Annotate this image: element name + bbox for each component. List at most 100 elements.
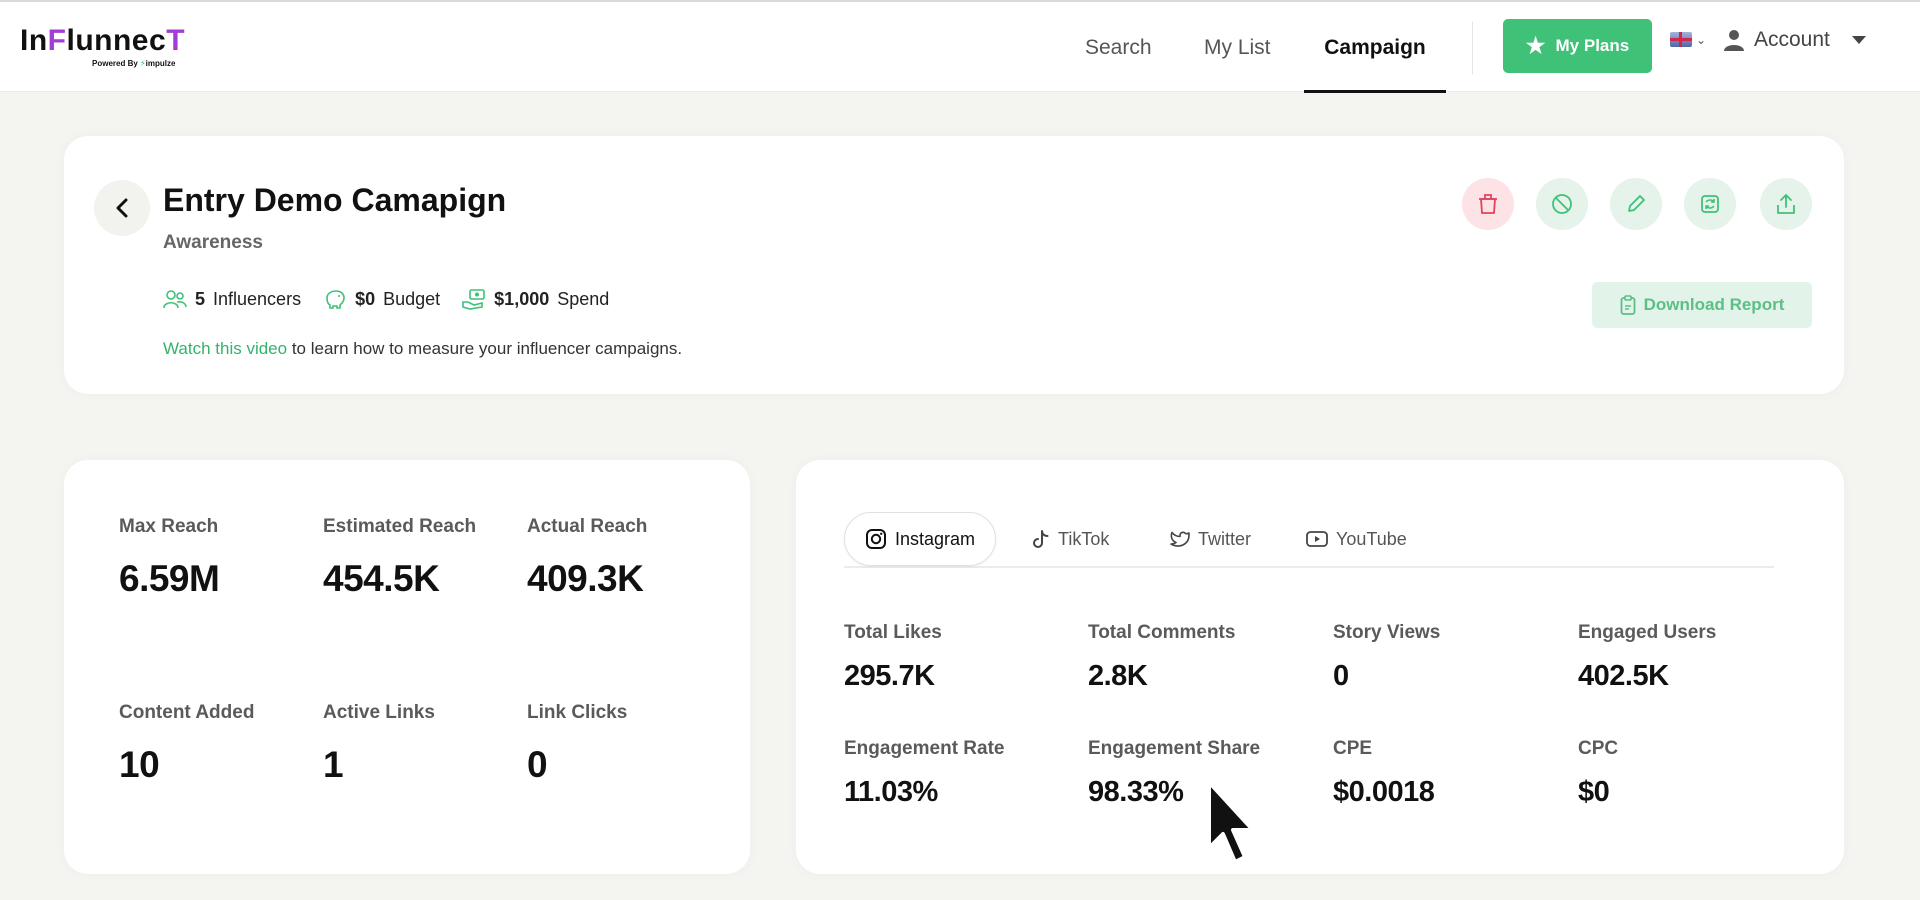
metric-label: Max Reach: [119, 516, 219, 537]
money-hand-icon: [462, 288, 486, 310]
tab-tiktok[interactable]: TikTok: [1012, 512, 1129, 566]
delete-button[interactable]: [1462, 178, 1514, 230]
spend-stat: $1,000 Spend: [462, 288, 609, 310]
campaign-header-card: Entry Demo Camapign Awareness 5 Influenc…: [64, 136, 1844, 394]
metric-engagement-rate: Engagement Rate 11.03%: [844, 738, 1004, 809]
metric-label: Active Links: [323, 702, 435, 723]
metric-actual-reach: Actual Reach 409.3K: [527, 516, 647, 600]
chevron-left-icon: [116, 198, 128, 218]
logo-wordmark: InFlunnecT: [20, 24, 186, 57]
language-selector[interactable]: ⌄: [1670, 32, 1706, 47]
my-plans-label: My Plans: [1555, 36, 1630, 55]
spend-value: $1,000: [494, 288, 550, 309]
metric-label: Engagement Share: [1088, 738, 1261, 759]
metric-label: Story Views: [1333, 622, 1441, 643]
metric-engaged-users: Engaged Users 402.5K: [1578, 622, 1716, 693]
metric-label: Content Added: [119, 702, 255, 723]
refresh-icon: [1701, 195, 1719, 213]
tab-instagram[interactable]: Instagram: [844, 512, 997, 566]
nav-campaign[interactable]: Campaign: [1324, 36, 1426, 59]
budget-stat: $0 Budget: [323, 288, 440, 310]
metric-label: Total Comments: [1088, 622, 1236, 643]
account-label: Account: [1754, 28, 1830, 51]
reach-metrics-card: Max Reach 6.59M Estimated Reach 454.5K A…: [64, 460, 750, 874]
my-plans-button[interactable]: ★ My Plans: [1503, 19, 1652, 73]
metric-label: CPC: [1578, 738, 1619, 759]
trash-icon: [1479, 194, 1497, 214]
campaign-stats: 5 Influencers $0 Budget $1,000 Spend: [163, 288, 631, 310]
metric-content-added: Content Added 10: [119, 702, 254, 786]
metric-value: $0: [1578, 776, 1610, 808]
chevron-down-icon: ⌄: [1696, 32, 1707, 47]
tab-label: TikTok: [1058, 528, 1110, 549]
metric-link-clicks: Link Clicks 0: [527, 702, 627, 786]
metric-label: Total Likes: [844, 622, 942, 643]
clipboard-icon: [1620, 295, 1636, 315]
social-metrics-card: Instagram TikTok Twitter YouTube Total L…: [796, 460, 1844, 874]
metric-value: 0: [1333, 660, 1349, 692]
logo-powered-by: Powered By ⚡impulze: [92, 59, 176, 68]
metric-label: Actual Reach: [527, 516, 648, 537]
metric-value: 454.5K: [323, 558, 440, 599]
influencers-icon: [163, 288, 187, 310]
upload-icon: [1777, 194, 1795, 214]
block-icon: [1552, 194, 1572, 214]
influencers-stat: 5 Influencers: [163, 288, 301, 310]
metric-label: Estimated Reach: [323, 516, 477, 537]
watch-video-link[interactable]: Watch this video: [163, 339, 288, 358]
metric-value: 2.8K: [1088, 660, 1148, 692]
metric-cpe: CPE $0.0018: [1333, 738, 1435, 809]
youtube-icon: [1306, 531, 1328, 547]
piggy-bank-icon: [323, 288, 347, 310]
tab-label: Instagram: [895, 528, 976, 549]
account-menu[interactable]: Account: [1724, 28, 1866, 52]
instagram-icon: [866, 529, 886, 549]
tab-label: Twitter: [1198, 528, 1252, 549]
metric-value: 11.03%: [844, 776, 938, 808]
metric-max-reach: Max Reach 6.59M: [119, 516, 220, 600]
metric-label: Engagement Rate: [844, 738, 1005, 759]
metric-label: Engaged Users: [1578, 622, 1717, 643]
mouse-cursor-icon: [1207, 780, 1255, 864]
download-report-button[interactable]: Download Report: [1592, 282, 1812, 328]
tab-youtube[interactable]: YouTube: [1286, 512, 1427, 566]
back-button[interactable]: [94, 180, 150, 236]
metric-cpc: CPC $0: [1578, 738, 1618, 809]
help-description: to learn how to measure your influencer …: [287, 339, 683, 358]
metric-value: 402.5K: [1578, 660, 1669, 692]
download-report-label: Download Report: [1643, 295, 1785, 314]
budget-value: $0: [355, 288, 376, 309]
tiktok-icon: [1033, 530, 1049, 548]
metric-total-likes: Total Likes 295.7K: [844, 622, 942, 693]
metric-value: 0: [527, 744, 548, 785]
metric-label: Link Clicks: [527, 702, 628, 723]
nav-my-list[interactable]: My List: [1204, 36, 1271, 59]
edit-button[interactable]: [1610, 178, 1662, 230]
share-button[interactable]: [1760, 178, 1812, 230]
metric-value: 1: [323, 744, 344, 785]
metric-story-views: Story Views 0: [1333, 622, 1440, 693]
campaign-title: Entry Demo Camapign: [163, 182, 507, 218]
influencers-count: 5: [195, 288, 206, 309]
metric-total-comments: Total Comments 2.8K: [1088, 622, 1235, 693]
tab-twitter[interactable]: Twitter: [1150, 512, 1271, 566]
uk-flag-icon: [1670, 32, 1692, 47]
metric-active-links: Active Links 1: [323, 702, 435, 786]
influencers-label: Influencers: [213, 288, 302, 309]
nav-divider: [1472, 22, 1473, 74]
metric-value: 409.3K: [527, 558, 644, 599]
deactivate-button[interactable]: [1536, 178, 1588, 230]
nav-search[interactable]: Search: [1085, 36, 1152, 59]
user-icon: [1724, 30, 1744, 51]
nav-active-indicator: [1304, 90, 1446, 93]
tab-label: YouTube: [1336, 528, 1407, 549]
refresh-button[interactable]: [1684, 178, 1736, 230]
metric-value: 295.7K: [844, 660, 935, 692]
metric-estimated-reach: Estimated Reach 454.5K: [323, 516, 476, 600]
spend-label: Spend: [557, 288, 610, 309]
metric-label: CPE: [1333, 738, 1373, 759]
influnnect-logo[interactable]: InFlunnecT Powered By ⚡impulze: [20, 24, 186, 69]
help-text: Watch this video to learn how to measure…: [163, 339, 682, 359]
campaign-objective: Awareness: [163, 232, 263, 253]
platform-tabs: Instagram TikTok Twitter YouTube: [844, 512, 1774, 568]
